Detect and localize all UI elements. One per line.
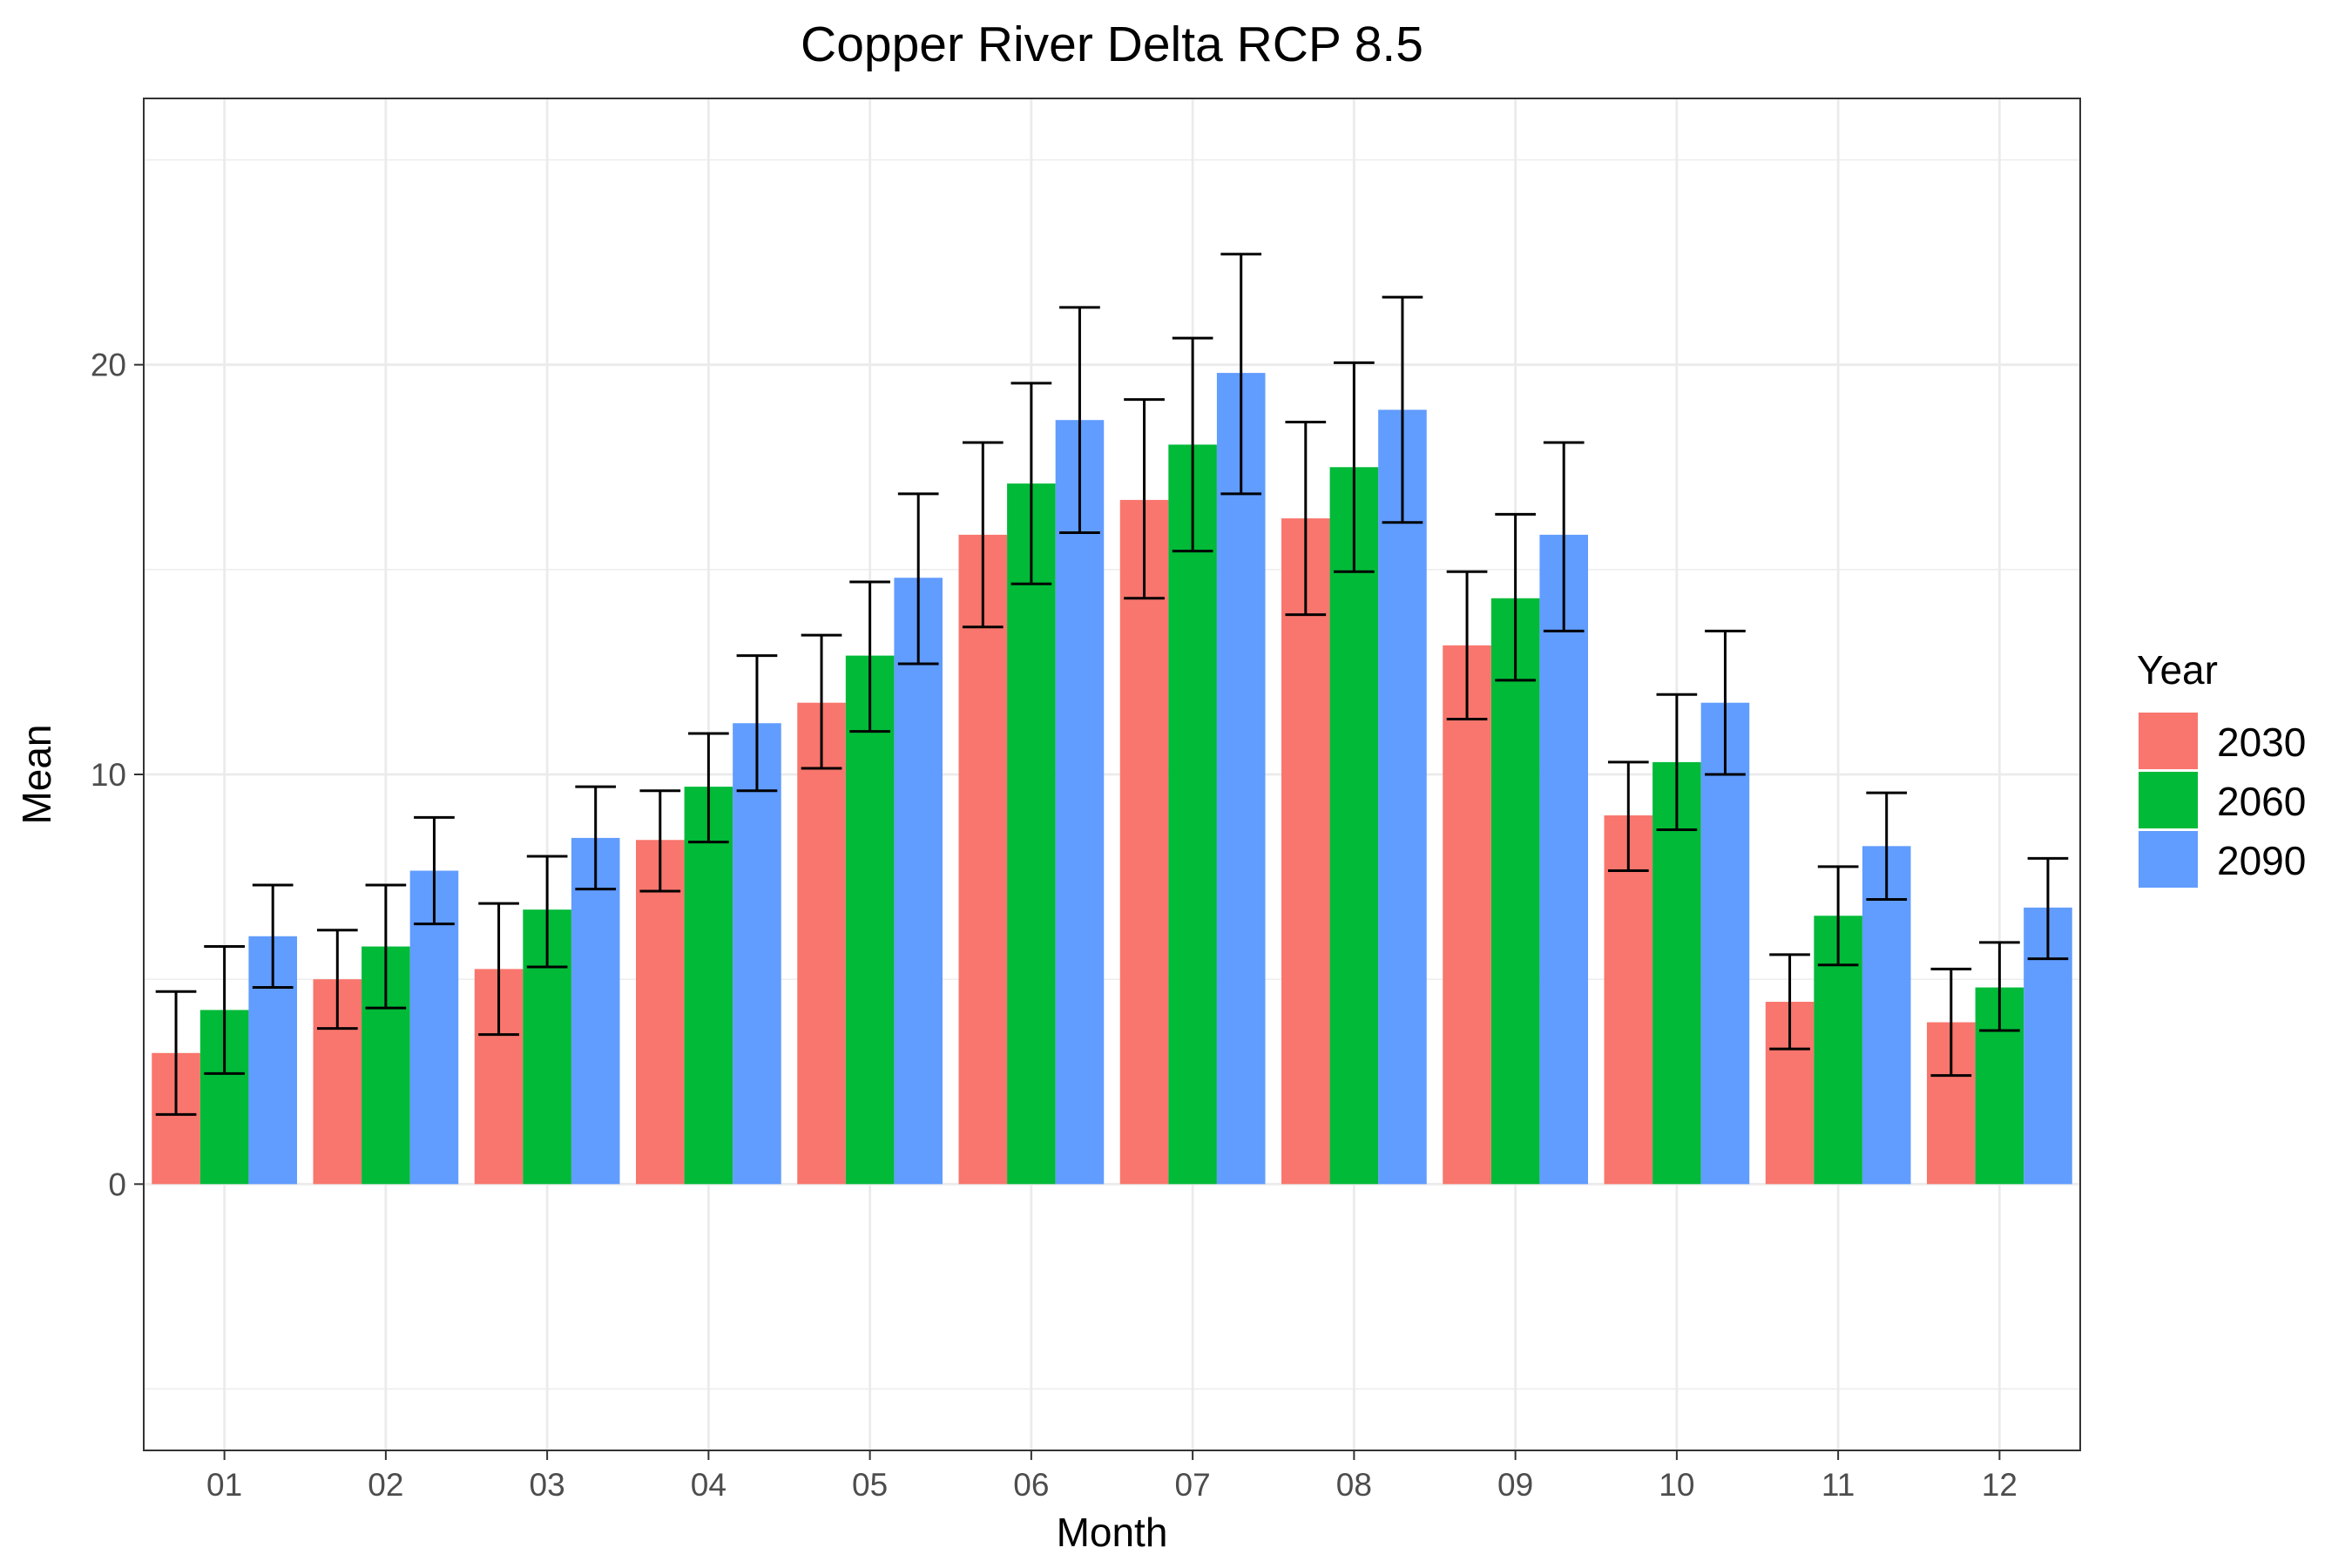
errorbar-2060-06 xyxy=(1010,382,1052,585)
bar-2060-05 xyxy=(845,655,895,1185)
errorbar-2090-10 xyxy=(1705,629,1746,776)
errorbar-2090-11 xyxy=(1866,791,1908,901)
bar-2030-07 xyxy=(1119,499,1169,1185)
errorbar-2030-09 xyxy=(1446,570,1488,721)
x-tick-label: 01 xyxy=(206,1467,242,1503)
bar-2060-06 xyxy=(1007,483,1056,1185)
y-tick-label: 20 xyxy=(91,348,126,383)
errorbar-2090-09 xyxy=(1543,441,1585,632)
errorbar-2090-01 xyxy=(252,883,294,990)
legend-label: 2030 xyxy=(2217,720,2306,765)
errorbar-2030-01 xyxy=(155,990,197,1116)
errorbar-2060-12 xyxy=(1979,941,2020,1032)
errorbar-2060-11 xyxy=(1817,865,1859,967)
axis-ticks xyxy=(134,363,2001,1460)
legend-item-2030: 2030 xyxy=(2139,713,2306,769)
errorbar-2030-03 xyxy=(478,902,519,1037)
bar-2090-05 xyxy=(894,578,943,1185)
bar-2060-10 xyxy=(1652,761,1701,1185)
legend-label: 2060 xyxy=(2217,779,2306,824)
errorbar-2030-04 xyxy=(639,789,681,893)
bar-2090-04 xyxy=(733,723,781,1185)
x-tick-label: 06 xyxy=(1013,1467,1049,1503)
y-tick-label: 0 xyxy=(108,1166,126,1202)
errorbar-2030-02 xyxy=(316,929,358,1031)
x-tick-label: 12 xyxy=(1982,1467,2017,1503)
bars xyxy=(152,373,2072,1185)
errorbar-2030-11 xyxy=(1769,953,1810,1051)
x-axis-title: Month xyxy=(1057,1510,1168,1555)
x-tick-label: 02 xyxy=(368,1467,403,1503)
bar-2060-09 xyxy=(1490,598,1540,1185)
y-tick-label: 10 xyxy=(91,757,126,793)
bar-2090-11 xyxy=(1862,846,1911,1185)
x-tick-label: 10 xyxy=(1659,1467,1694,1503)
bar-2030-09 xyxy=(1443,645,1491,1185)
errorbar-2030-07 xyxy=(1124,398,1165,600)
errorbar-2060-08 xyxy=(1334,361,1375,573)
legend-item-2090: 2090 xyxy=(2139,831,2306,888)
errorbar-2090-05 xyxy=(897,492,939,666)
bar-2030-06 xyxy=(958,534,1008,1185)
bar-2030-04 xyxy=(636,840,685,1185)
x-tick-label: 05 xyxy=(852,1467,888,1503)
errorbar-2090-12 xyxy=(2027,856,2069,961)
x-tick-label: 07 xyxy=(1175,1467,1211,1503)
errorbar-2060-02 xyxy=(365,883,407,1010)
errorbar-2060-04 xyxy=(688,732,729,844)
legend-label: 2090 xyxy=(2217,838,2306,883)
errorbar-2090-06 xyxy=(1059,306,1100,535)
errorbar-2090-04 xyxy=(736,654,778,793)
bar-2090-08 xyxy=(1378,409,1427,1185)
bar-2060-07 xyxy=(1168,444,1217,1185)
errorbar-2030-10 xyxy=(1607,760,1649,873)
bar-2060-08 xyxy=(1329,467,1379,1185)
errorbar-2090-07 xyxy=(1220,253,1262,496)
errorbar-2060-09 xyxy=(1495,512,1536,682)
y-tick-labels: 0 10 20 xyxy=(91,348,126,1203)
legend-title: Year xyxy=(2137,647,2218,693)
errorbar-2060-10 xyxy=(1656,693,1698,831)
chart-title: Copper River Delta RCP 8.5 xyxy=(801,17,1423,72)
error-bars xyxy=(155,253,2069,1116)
x-tick-label: 03 xyxy=(530,1467,565,1503)
x-tick-labels: 01 02 03 04 05 06 07 08 09 10 11 12 xyxy=(206,1467,2017,1503)
bar-2090-10 xyxy=(1700,702,1750,1185)
errorbar-2090-02 xyxy=(414,815,455,926)
errorbar-2030-12 xyxy=(1930,967,1972,1078)
bar-2090-03 xyxy=(571,837,620,1185)
errorbar-2090-08 xyxy=(1382,295,1423,524)
x-tick-label: 09 xyxy=(1497,1467,1533,1503)
bar-2090-06 xyxy=(1055,420,1105,1185)
legend-key xyxy=(2139,772,2198,828)
legend-key xyxy=(2139,831,2198,888)
bar-2030-10 xyxy=(1604,815,1653,1185)
y-axis-title: Mean xyxy=(14,724,59,824)
errorbar-2060-07 xyxy=(1172,336,1213,553)
errorbar-2060-05 xyxy=(849,580,890,733)
errorbar-2030-08 xyxy=(1285,421,1327,617)
bar-2060-04 xyxy=(684,787,733,1185)
bar-2090-07 xyxy=(1216,373,1266,1185)
bar-2030-05 xyxy=(797,702,846,1185)
x-tick-label: 11 xyxy=(1821,1467,1855,1503)
bar-2090-09 xyxy=(1539,534,1588,1185)
errorbar-2060-03 xyxy=(526,855,568,969)
x-tick-label: 08 xyxy=(1336,1467,1372,1503)
errorbar-2090-03 xyxy=(575,785,617,891)
errorbar-2030-05 xyxy=(801,633,842,770)
errorbar-2030-06 xyxy=(962,441,1004,629)
legend-key xyxy=(2139,713,2198,769)
bar-2030-08 xyxy=(1281,518,1330,1185)
legend-item-2060: 2060 xyxy=(2139,772,2306,828)
legend: Year 2030 2060 2090 xyxy=(2137,647,2306,888)
x-tick-label: 04 xyxy=(691,1467,727,1503)
errorbar-2060-01 xyxy=(204,945,245,1075)
